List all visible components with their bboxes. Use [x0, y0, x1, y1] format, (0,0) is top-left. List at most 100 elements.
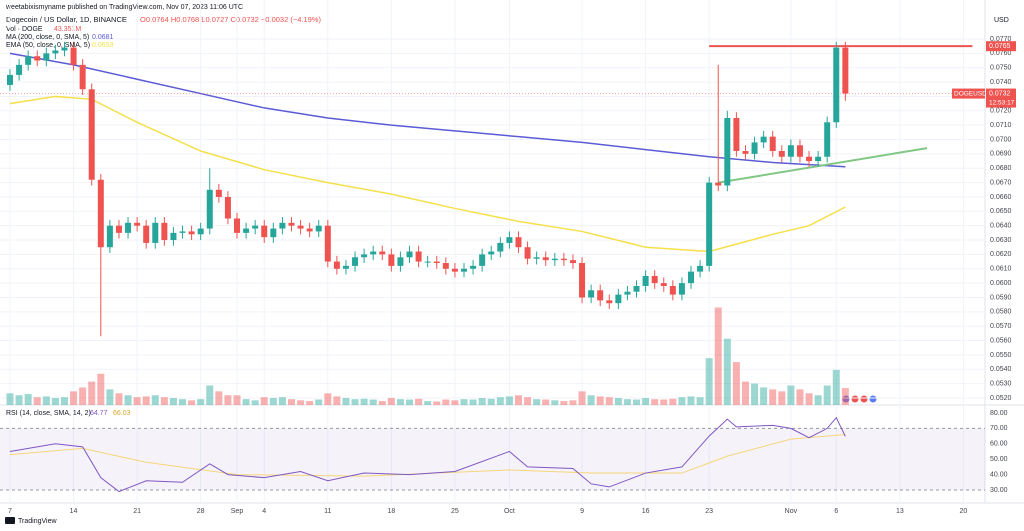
- volume-bar: [251, 400, 259, 405]
- candle-body: [560, 258, 567, 261]
- volume-bar: [333, 396, 341, 405]
- event-icon: [842, 395, 850, 403]
- candle-body: [542, 257, 549, 261]
- x-tick-label: 4: [262, 508, 266, 515]
- price-label-box: [986, 41, 1016, 52]
- last-price-symbol: DOGEUSD: [954, 90, 987, 97]
- candle-body: [224, 196, 231, 219]
- volume-bar: [496, 397, 504, 405]
- candle-body: [651, 275, 658, 284]
- candle-body: [206, 189, 213, 229]
- volume-bar: [278, 397, 286, 405]
- volume-bar: [133, 397, 141, 405]
- candle-body: [197, 228, 204, 235]
- candle-body: [815, 156, 822, 162]
- x-tick-label: 6: [834, 508, 838, 515]
- candle-body: [796, 145, 803, 157]
- volume-bar: [151, 395, 159, 405]
- volume-bar: [514, 395, 522, 405]
- candle-body: [324, 225, 331, 262]
- footer: TradingView: [18, 518, 57, 525]
- volume-bar: [823, 385, 831, 405]
- x-tick-label: 25: [451, 508, 459, 515]
- volume-bar: [533, 399, 541, 405]
- x-tick-label: 13: [896, 508, 904, 515]
- candle-body: [515, 237, 522, 248]
- volume-bar: [79, 387, 87, 405]
- candle-body: [642, 275, 649, 286]
- candle-body: [333, 261, 340, 269]
- volume-bar: [24, 394, 32, 405]
- candle-body: [569, 260, 576, 264]
- candle-body: [824, 122, 831, 157]
- candle-body: [451, 268, 458, 272]
- volume-bar: [642, 397, 650, 405]
- candle-body: [615, 294, 622, 304]
- volume-bar: [6, 393, 14, 405]
- volume-bar: [242, 399, 250, 405]
- volume-bar: [587, 395, 595, 405]
- indicator-legend-value: 0.0653: [92, 42, 114, 49]
- candle-body: [70, 47, 77, 65]
- x-tick-label: 18: [387, 508, 395, 515]
- grid: [0, 0, 985, 503]
- candle-body: [660, 283, 667, 286]
- candle-body: [842, 47, 849, 94]
- volume-bar: [560, 401, 568, 405]
- candle-body: [769, 136, 776, 152]
- candle-body: [442, 263, 449, 269]
- candle-body: [624, 291, 631, 295]
- candle-body: [361, 254, 368, 258]
- x-tick-label: 21: [133, 508, 141, 515]
- volume-bar: [433, 401, 441, 405]
- candle-body: [279, 222, 286, 229]
- candle-body: [288, 222, 295, 226]
- candle-body: [34, 56, 41, 61]
- volume-bar: [678, 397, 686, 405]
- rsi-legend-value: 64.77: [90, 410, 108, 417]
- volume-bar: [551, 400, 559, 405]
- x-tick-label: Sep: [231, 508, 244, 515]
- x-tick-label: Nov: [785, 508, 798, 515]
- indicator-line: [9, 95, 846, 253]
- y-tick-label: 0.0640: [990, 223, 1012, 230]
- volume-bar: [596, 396, 604, 405]
- y-tick-label: 0.0620: [990, 251, 1012, 258]
- volume-bar: [42, 396, 50, 405]
- volume-bar: [469, 399, 477, 405]
- volume-bar: [460, 399, 468, 405]
- y-tick-label: 0.0570: [990, 323, 1012, 330]
- x-tick-label: Oct: [504, 508, 515, 515]
- y-tick-label: 0.0720: [990, 108, 1012, 115]
- y-tick-label: 0.0540: [990, 366, 1012, 373]
- candle-body: [215, 189, 222, 197]
- candle-body: [397, 257, 404, 266]
- candle-body: [778, 151, 785, 157]
- volume-bar: [741, 381, 749, 405]
- candle-body: [488, 251, 495, 255]
- rsi-line: [9, 416, 846, 493]
- volume-bar: [787, 385, 795, 405]
- volume-bar: [714, 307, 722, 405]
- candle-body: [125, 222, 132, 233]
- candle-body: [606, 300, 613, 304]
- last-price-symbol-box: [952, 88, 985, 99]
- x-tick-label: 11: [324, 508, 331, 515]
- volume-bar: [751, 383, 759, 405]
- candle-body: [697, 265, 704, 272]
- volume-bar: [487, 398, 495, 405]
- candle-body: [688, 271, 694, 284]
- candle-body: [16, 64, 23, 75]
- logo-icon: [5, 517, 15, 524]
- candle-body: [588, 290, 595, 298]
- candle-body: [806, 156, 813, 162]
- candle-body: [733, 117, 740, 152]
- candle-body: [579, 263, 586, 298]
- candle-body: [315, 225, 322, 232]
- candle-body: [52, 50, 59, 54]
- y-tick-label: 0.0740: [990, 79, 1012, 86]
- volume-bar: [569, 400, 577, 405]
- candle-body: [787, 145, 794, 157]
- volume-bar: [478, 397, 486, 405]
- y-tick-label: 0.0630: [990, 237, 1012, 244]
